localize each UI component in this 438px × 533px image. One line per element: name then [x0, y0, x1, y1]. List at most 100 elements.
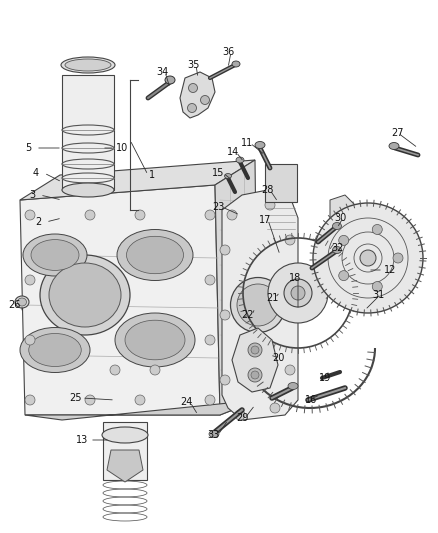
Circle shape [220, 245, 230, 255]
Ellipse shape [389, 142, 399, 149]
Circle shape [339, 271, 349, 281]
Text: 16: 16 [305, 395, 317, 405]
Ellipse shape [237, 284, 279, 326]
Text: 24: 24 [180, 397, 192, 407]
FancyBboxPatch shape [62, 75, 114, 190]
Polygon shape [180, 72, 215, 118]
Text: 12: 12 [384, 265, 396, 275]
Ellipse shape [288, 383, 298, 390]
Circle shape [150, 365, 160, 375]
Text: 28: 28 [261, 185, 273, 195]
Ellipse shape [125, 320, 185, 360]
Circle shape [25, 210, 35, 220]
Circle shape [227, 210, 237, 220]
Circle shape [285, 305, 295, 315]
Ellipse shape [49, 263, 121, 327]
Ellipse shape [117, 230, 193, 280]
Text: 14: 14 [227, 147, 239, 157]
Circle shape [25, 395, 35, 405]
Text: 36: 36 [222, 47, 234, 57]
Text: 5: 5 [25, 143, 31, 153]
Text: 27: 27 [392, 128, 404, 138]
Ellipse shape [65, 59, 111, 71]
FancyBboxPatch shape [265, 164, 297, 202]
Circle shape [85, 210, 95, 220]
Circle shape [135, 395, 145, 405]
Ellipse shape [332, 246, 342, 254]
Polygon shape [20, 185, 220, 415]
Circle shape [220, 310, 230, 320]
Text: 11: 11 [241, 138, 253, 148]
Circle shape [270, 403, 280, 413]
Circle shape [25, 275, 35, 285]
Circle shape [285, 235, 295, 245]
Text: 30: 30 [334, 213, 346, 223]
Text: 23: 23 [212, 202, 224, 212]
Circle shape [291, 286, 305, 300]
Circle shape [248, 343, 262, 357]
Circle shape [268, 263, 328, 323]
Circle shape [201, 95, 209, 104]
Circle shape [25, 335, 35, 345]
Circle shape [205, 395, 215, 405]
Ellipse shape [209, 431, 219, 438]
Ellipse shape [332, 222, 342, 230]
Text: 13: 13 [76, 435, 88, 445]
Ellipse shape [230, 278, 286, 333]
Ellipse shape [31, 240, 79, 270]
Text: 10: 10 [116, 143, 128, 153]
Circle shape [135, 210, 145, 220]
Ellipse shape [20, 327, 90, 373]
Text: 26: 26 [8, 300, 20, 310]
Text: 35: 35 [187, 60, 199, 70]
Circle shape [248, 368, 262, 382]
Circle shape [251, 346, 259, 354]
Circle shape [85, 395, 95, 405]
Text: 34: 34 [156, 67, 168, 77]
Circle shape [251, 371, 259, 379]
Text: 31: 31 [372, 290, 384, 300]
Circle shape [110, 365, 120, 375]
Ellipse shape [115, 313, 195, 367]
Text: 17: 17 [259, 215, 271, 225]
Circle shape [372, 224, 382, 235]
Polygon shape [232, 328, 278, 392]
Circle shape [235, 410, 245, 420]
Ellipse shape [225, 174, 232, 179]
Ellipse shape [29, 334, 81, 367]
Ellipse shape [15, 296, 29, 308]
Circle shape [188, 84, 198, 93]
Polygon shape [215, 160, 258, 415]
Text: 18: 18 [289, 273, 301, 283]
Circle shape [284, 279, 312, 307]
Polygon shape [25, 400, 258, 420]
Circle shape [372, 281, 382, 292]
Ellipse shape [23, 234, 87, 276]
Circle shape [360, 250, 376, 266]
FancyBboxPatch shape [103, 422, 147, 480]
Text: 32: 32 [332, 243, 344, 253]
Text: 29: 29 [236, 413, 248, 423]
Text: 1: 1 [149, 170, 155, 180]
Text: 20: 20 [272, 353, 284, 363]
Text: 15: 15 [212, 168, 224, 178]
Ellipse shape [127, 236, 184, 274]
Text: 4: 4 [33, 168, 39, 178]
Polygon shape [330, 195, 355, 230]
Ellipse shape [232, 61, 240, 67]
Text: 22: 22 [242, 310, 254, 320]
Circle shape [285, 365, 295, 375]
Circle shape [187, 103, 197, 112]
Ellipse shape [102, 427, 148, 443]
Circle shape [205, 275, 215, 285]
Polygon shape [107, 450, 143, 482]
Circle shape [393, 253, 403, 263]
Text: 2: 2 [35, 217, 41, 227]
Text: 21: 21 [266, 293, 278, 303]
Circle shape [265, 200, 275, 210]
Polygon shape [222, 188, 298, 420]
Text: 25: 25 [69, 393, 81, 403]
Circle shape [339, 236, 349, 245]
Text: 3: 3 [29, 190, 35, 200]
Ellipse shape [40, 255, 130, 335]
